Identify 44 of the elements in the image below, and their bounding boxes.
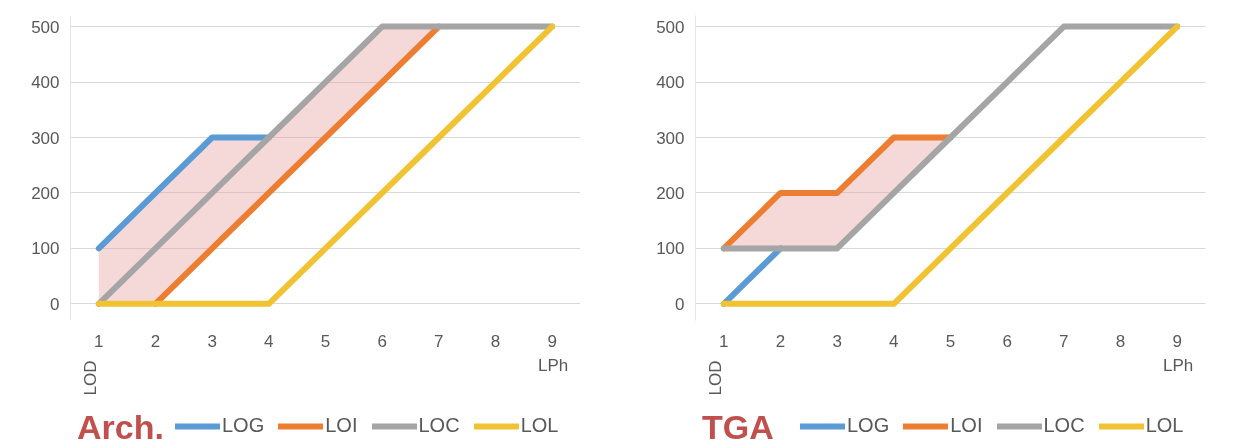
y-axis-title: LOD bbox=[80, 360, 100, 396]
x-tick-label: 8 bbox=[490, 331, 501, 351]
x-tick-label: 5 bbox=[320, 331, 331, 351]
x-tick-label: 6 bbox=[1002, 331, 1012, 351]
y-tick-label: 400 bbox=[31, 73, 60, 93]
x-tick-label: 4 bbox=[264, 331, 274, 351]
y-tick-label: 500 bbox=[31, 17, 60, 37]
x-tick-label: 3 bbox=[832, 331, 842, 351]
x-tick-label: 5 bbox=[945, 331, 956, 351]
legend-label: LOC bbox=[418, 414, 460, 437]
y-tick-label: 200 bbox=[656, 183, 685, 203]
x-tick-label: 2 bbox=[150, 331, 161, 351]
legend-label: LOC bbox=[1043, 414, 1085, 437]
x-tick-label: 1 bbox=[719, 331, 729, 351]
legend-label: LOG bbox=[222, 414, 265, 437]
text: TGA bbox=[702, 407, 774, 446]
y-tick-label: 200 bbox=[31, 183, 60, 203]
y-tick-label: 500 bbox=[656, 17, 685, 37]
x-tick-label: 6 bbox=[377, 331, 387, 351]
x-axis-title: LPh bbox=[538, 355, 569, 375]
y-tick-label: 300 bbox=[31, 128, 60, 148]
y-tick-label: 0 bbox=[50, 294, 60, 314]
y-tick-label: 400 bbox=[656, 73, 685, 93]
y-tick-label: 100 bbox=[31, 239, 60, 259]
y-tick-label: 300 bbox=[656, 128, 685, 148]
x-tick-label: 7 bbox=[434, 331, 444, 351]
y-tick-label: 0 bbox=[675, 294, 685, 314]
legend-label: LOL bbox=[1145, 414, 1184, 437]
x-tick-label: 3 bbox=[207, 331, 217, 351]
y-tick-label: 100 bbox=[656, 239, 685, 259]
x-tick-label: 4 bbox=[889, 331, 899, 351]
legend-label: LOG bbox=[847, 414, 890, 437]
x-tick-label: 9 bbox=[547, 331, 557, 351]
legend-label: LOI bbox=[325, 414, 358, 437]
x-tick-label: 1 bbox=[94, 331, 104, 351]
x-tick-label: 8 bbox=[1115, 331, 1126, 351]
x-tick-label: 9 bbox=[1172, 331, 1182, 351]
y-axis-title: LOD bbox=[705, 360, 725, 396]
x-tick-label: 7 bbox=[1059, 331, 1069, 351]
x-tick-label: 2 bbox=[775, 331, 786, 351]
legend-label: LOI bbox=[950, 414, 983, 437]
x-axis-title: LPh bbox=[1163, 355, 1194, 375]
text: Arch. bbox=[77, 407, 164, 446]
legend-label: LOL bbox=[520, 414, 559, 437]
